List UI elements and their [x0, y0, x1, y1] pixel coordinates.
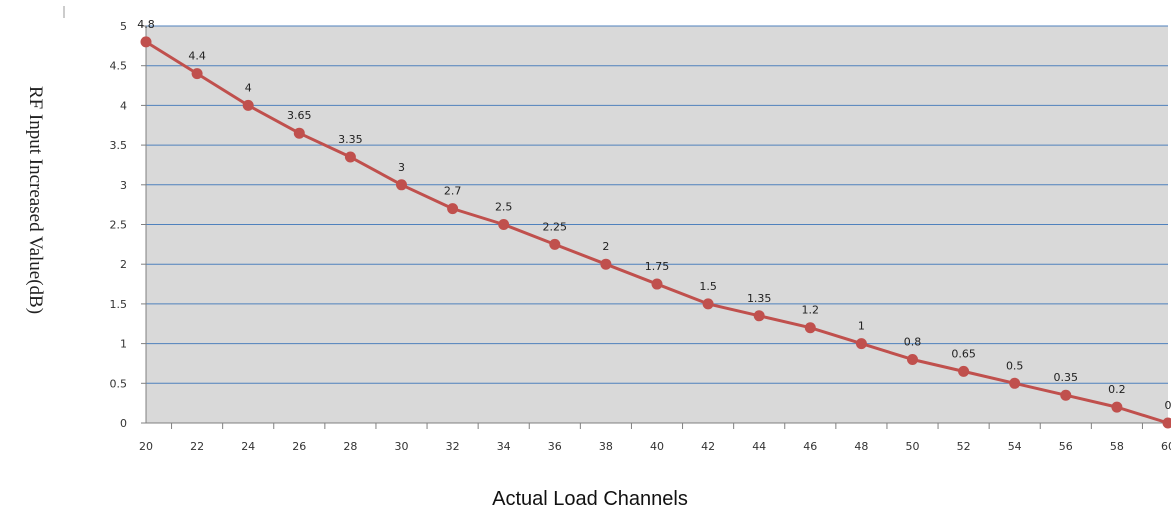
x-tick-label: 56: [1059, 440, 1073, 453]
x-tick-label: 32: [446, 440, 460, 453]
x-tick-label: 20: [139, 440, 153, 453]
y-tick-label: 5: [120, 20, 127, 33]
data-label: 3: [398, 161, 405, 174]
y-tick-label: 0: [120, 417, 127, 430]
data-point: [958, 365, 970, 377]
data-point: [1060, 389, 1072, 401]
data-label: 0.65: [951, 347, 976, 360]
x-tick-label: 42: [701, 440, 715, 453]
data-labels: 4.8 4.4 4 3.65 3.35 3 2.7 2.5 2.25 2 1.75 1.5 1.35 1.…: [137, 18, 1171, 412]
data-point: [1009, 377, 1021, 389]
x-axis-title: Actual Load Channels: [492, 488, 688, 510]
data-point: [702, 298, 714, 310]
data-label: 3.65: [287, 109, 312, 122]
data-label: 0.5: [1006, 359, 1024, 372]
x-tick-label: 52: [957, 440, 971, 453]
data-label: 0.2: [1108, 383, 1126, 396]
x-tick-labels: 20 22 24 26 28 30 32 34 36 38 40 42 44 46 48 50 52 54 56 58…: [139, 440, 1171, 453]
x-tick-label: 54: [1008, 440, 1022, 453]
y-tick-label: 4: [120, 99, 127, 112]
data-point: [651, 278, 663, 290]
x-tick-label: 26: [292, 440, 306, 453]
data-point: [1162, 417, 1171, 429]
data-label: 1: [858, 320, 865, 333]
x-tick-label: 50: [906, 440, 920, 453]
y-axis-title: RF Input Increased Value(dB): [25, 86, 46, 314]
data-point: [804, 322, 816, 334]
y-tick-label: 2.5: [110, 219, 128, 232]
data-point: [293, 127, 305, 139]
data-point: [1111, 401, 1123, 413]
x-tick-label: 40: [650, 440, 664, 453]
data-point: [600, 258, 612, 270]
data-label: 2: [602, 240, 609, 253]
x-tick-label: 34: [497, 440, 511, 453]
data-label: 1.5: [699, 280, 717, 293]
data-point: [907, 353, 918, 365]
data-label: 4: [245, 81, 252, 94]
data-point: [396, 179, 407, 191]
data-point: [344, 151, 356, 163]
data-label: 0.8: [904, 335, 922, 348]
data-point: [498, 219, 510, 230]
axes: [141, 25, 1168, 429]
data-point: [191, 68, 203, 80]
y-tick-label: 3.5: [110, 139, 128, 152]
x-tick-label: 38: [599, 440, 613, 453]
y-tick-label: 1: [120, 338, 127, 351]
y-tick-label: 2: [120, 258, 127, 271]
x-tick-label: 48: [854, 440, 868, 453]
data-label: 1.35: [747, 292, 772, 305]
data-point: [549, 238, 561, 250]
x-tick-label: 24: [241, 440, 255, 453]
data-label: 2.7: [444, 185, 462, 198]
x-tick-label: 22: [190, 440, 204, 453]
gridlines: [146, 25, 1168, 384]
data-label: 4.8: [137, 18, 155, 31]
y-tick-label: 1.5: [110, 298, 128, 311]
data-label: 2.25: [543, 220, 568, 233]
x-tick-label: 28: [343, 440, 357, 453]
data-label: 0: [1165, 399, 1171, 412]
data-point: [140, 36, 152, 48]
data-points: [140, 36, 1171, 429]
y-tick-label: 0.5: [110, 377, 128, 390]
data-label: 0.35: [1054, 371, 1079, 384]
x-tick-label: 36: [548, 440, 562, 453]
data-point: [447, 203, 459, 215]
data-label: 1.75: [645, 260, 670, 273]
y-tick-label: 3: [120, 179, 127, 192]
data-label: 1.2: [802, 304, 820, 317]
x-tick-label: 60: [1161, 440, 1171, 453]
data-point: [855, 338, 867, 350]
x-tick-label: 46: [803, 440, 817, 453]
y-tick-labels: 0 0.5 1 1.5 2 2.5 3 3.5 4 4.5 5: [110, 20, 128, 430]
x-tick-label: 58: [1110, 440, 1124, 453]
x-tick-label: 30: [395, 440, 409, 453]
data-label: 2.5: [495, 201, 513, 214]
data-point: [242, 99, 254, 111]
data-label: 3.35: [338, 133, 363, 146]
y-tick-label: 4.5: [110, 60, 128, 73]
data-point: [753, 310, 765, 322]
data-label: 4.4: [188, 50, 206, 63]
x-tick-label: 44: [752, 440, 766, 453]
